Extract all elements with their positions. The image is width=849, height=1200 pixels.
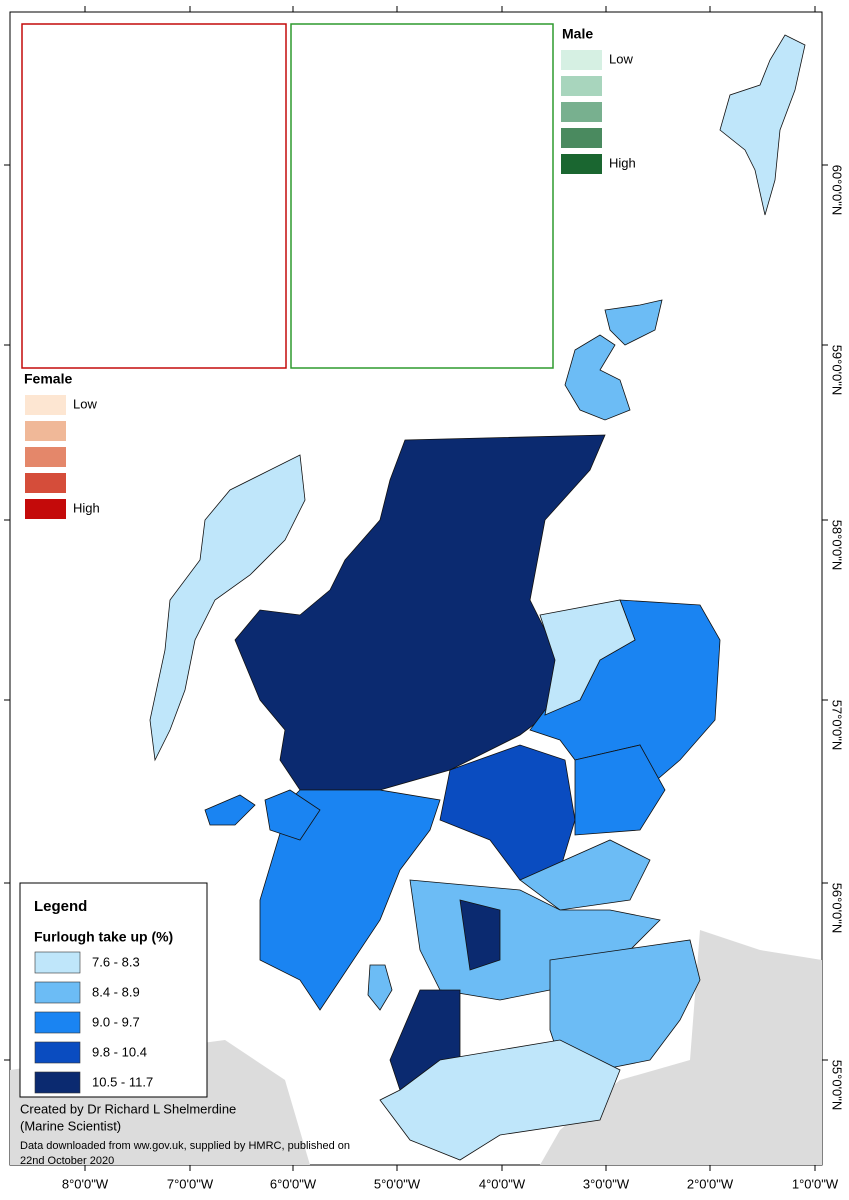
legend-label: 9.8 - 10.4 — [92, 1044, 147, 1059]
latitude-label: 60°0'0"N — [830, 165, 845, 216]
inset-male-frame — [290, 23, 554, 369]
legend-label: 8.4 - 8.9 — [92, 984, 140, 999]
legend-swatch — [25, 473, 66, 493]
legend-swatch — [25, 395, 66, 415]
legend-swatch — [34, 1071, 81, 1094]
longitude-label: 4°0'0"W — [479, 1176, 526, 1191]
region — [604, 299, 663, 346]
region — [564, 334, 631, 421]
longitude-label: 3°0'0"W — [583, 1176, 630, 1191]
longitude-label: 1°0'0"W — [792, 1176, 839, 1191]
latitude-label: 56°0'0"N — [830, 883, 845, 934]
main-map — [10, 34, 822, 1165]
legend-swatch — [561, 154, 602, 174]
legend-label: Low — [73, 396, 97, 411]
legend-swatch — [34, 1041, 81, 1064]
legend-swatch — [34, 981, 81, 1004]
inset-female-title: Female — [24, 371, 72, 387]
latitude-label: 58°0'0"N — [830, 520, 845, 571]
longitude-label: 6°0'0"W — [270, 1176, 317, 1191]
legend-label: 9.0 - 9.7 — [92, 1014, 140, 1029]
longitude-label: 5°0'0"W — [374, 1176, 421, 1191]
legend-swatch — [34, 951, 81, 974]
legend-label: High — [609, 155, 636, 170]
legend-label: 7.6 - 8.3 — [92, 954, 140, 969]
legend-swatch — [34, 1011, 81, 1034]
credit-author: Created by Dr Richard L Shelmerdine — [20, 1101, 236, 1116]
latitude-label: 55°0'0"N — [830, 1060, 845, 1111]
legend-swatch — [561, 50, 602, 70]
region — [719, 34, 806, 216]
latitude-label: 59°0'0"N — [830, 345, 845, 396]
longitude-label: 2°0'0"W — [687, 1176, 734, 1191]
legend-subtitle: Furlough take up (%) — [34, 929, 173, 945]
legend-label: 10.5 - 11.7 — [92, 1074, 153, 1089]
longitude-label: 7°0'0"W — [167, 1176, 214, 1191]
longitude-label: 8°0'0"W — [62, 1176, 109, 1191]
credit-source: Data downloaded from ww.gov.uk, supplied… — [20, 1140, 350, 1152]
legend-swatch — [561, 128, 602, 148]
legend-label: High — [73, 500, 100, 515]
latitude-label: 57°0'0"N — [830, 700, 845, 751]
legend-swatch — [25, 447, 66, 467]
credit-date: 22nd October 2020 — [20, 1155, 114, 1167]
inset-female-frame — [21, 23, 287, 369]
inset-male-title: Male — [562, 26, 593, 42]
legend-swatch — [25, 499, 66, 519]
legend-label: Low — [609, 51, 633, 66]
legend-swatch — [561, 76, 602, 96]
legend-swatch — [25, 421, 66, 441]
legend-swatch — [561, 102, 602, 122]
credit-affiliation: (Marine Scientist) — [20, 1118, 121, 1133]
legend-title: Legend — [34, 898, 87, 915]
